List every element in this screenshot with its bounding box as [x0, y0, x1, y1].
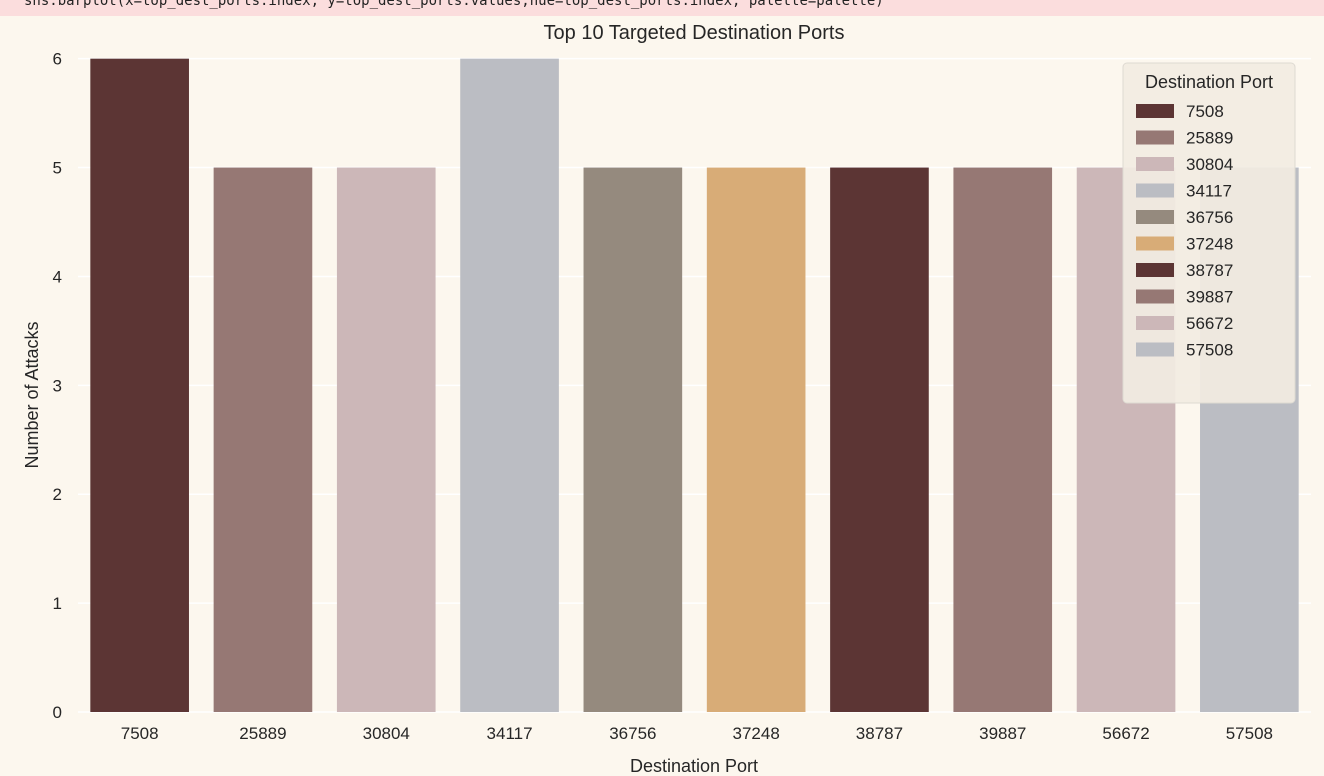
- bar-30804: [336, 167, 436, 713]
- bar-39887: [953, 167, 1053, 713]
- legend-label: 56672: [1186, 314, 1233, 333]
- bar-38787: [830, 167, 929, 713]
- y-tick-label: 4: [53, 267, 62, 286]
- y-tick-label: 3: [53, 376, 62, 395]
- legend-label: 37248: [1186, 235, 1233, 254]
- bar-37248: [706, 167, 806, 713]
- code-line: sns.barplot(x=top_dest_ports.index, y=to…: [24, 0, 884, 9]
- y-tick-label: 6: [53, 50, 62, 69]
- legend-swatch: [1136, 183, 1174, 198]
- x-tick-label: 30804: [363, 724, 410, 743]
- legend-label: 38787: [1186, 261, 1233, 280]
- legend-label: 39887: [1186, 288, 1233, 307]
- legend-title: Destination Port: [1145, 72, 1273, 92]
- y-tick-label: 0: [53, 703, 62, 722]
- legend-swatch: [1136, 263, 1174, 277]
- bars: [90, 58, 1299, 713]
- legend-swatch: [1136, 104, 1174, 118]
- x-axis-label: Destination Port: [630, 756, 758, 776]
- legend-swatch: [1136, 130, 1174, 145]
- legend-swatch: [1136, 157, 1174, 171]
- y-tick-label: 1: [53, 594, 62, 613]
- legend-swatch: [1136, 289, 1174, 304]
- legend-swatch: [1136, 236, 1174, 251]
- legend-swatch: [1136, 210, 1174, 224]
- y-tick-label: 5: [53, 159, 62, 178]
- x-tick-labels: 7508 25889 30804 34117 36756 37248 38787 39887 5…: [121, 724, 1273, 743]
- y-tick-labels: 0 1 2 3 4 5 6: [53, 50, 62, 722]
- legend-label: 7508: [1186, 102, 1224, 121]
- x-tick-label: 56672: [1102, 724, 1149, 743]
- x-tick-label: 57508: [1226, 724, 1273, 743]
- legend-label: 25889: [1186, 129, 1233, 148]
- bar-7508: [90, 58, 189, 712]
- bar-34117: [460, 58, 559, 712]
- legend: Destination Port 7508 25889 30804 34117 3675…: [1122, 62, 1296, 404]
- legend-swatch: [1136, 342, 1174, 357]
- legend-label: 30804: [1186, 155, 1233, 174]
- legend-label: 34117: [1186, 182, 1232, 201]
- y-tick-label: 2: [53, 485, 62, 504]
- bar-36756: [583, 167, 683, 713]
- x-tick-label: 25889: [239, 724, 286, 743]
- x-tick-label: 37248: [733, 724, 780, 743]
- x-tick-label: 39887: [979, 724, 1026, 743]
- y-axis-label: Number of Attacks: [22, 321, 42, 468]
- legend-label: 57508: [1186, 341, 1233, 360]
- bar-25889: [213, 167, 313, 713]
- legend-entries: 7508 25889 30804 34117 36756 37248 38787 39887 5…: [1136, 102, 1233, 360]
- legend-label: 36756: [1186, 208, 1233, 227]
- x-tick-label: 38787: [856, 724, 903, 743]
- x-tick-label: 34117: [487, 724, 533, 743]
- chart-title: Top 10 Targeted Destination Ports: [544, 22, 845, 44]
- code-cell-strip: sns.barplot(x=top_dest_ports.index, y=to…: [0, 0, 1324, 16]
- legend-swatch: [1136, 316, 1174, 330]
- bar-chart: 0 1 2 3 4 5 6 7508 25889 30804 34117 36756 37248 387…: [22, 22, 1311, 776]
- x-tick-label: 7508: [121, 724, 159, 743]
- x-tick-label: 36756: [609, 724, 656, 743]
